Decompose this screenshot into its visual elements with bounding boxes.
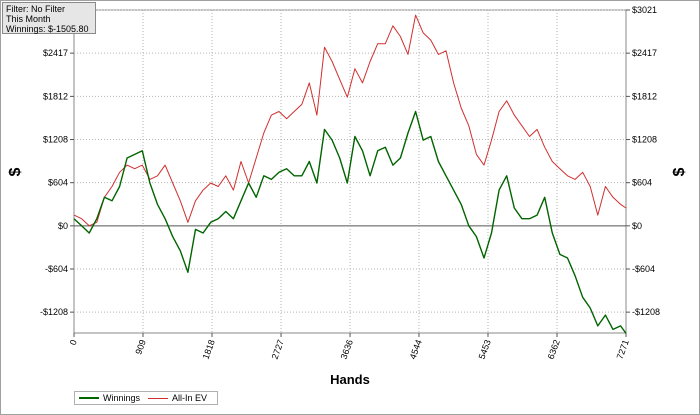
y-tick-label-right: $0 [632, 221, 642, 231]
filter-info-box: Filter: No Filter This Month Winnings: $… [2, 2, 96, 34]
y-tick-label-right: $604 [632, 178, 652, 188]
x-tick-label: 3636 [339, 338, 355, 360]
legend-item-winnings: Winnings [79, 393, 140, 403]
x-tick-label: 909 [133, 338, 148, 356]
chart-legend: Winnings All-In EV [74, 391, 218, 405]
x-tick-label: 7271 [615, 338, 631, 360]
y-tick-label-left: -$1208 [40, 307, 68, 317]
x-tick-label: 6362 [546, 338, 562, 360]
x-tick-label: 0 [68, 338, 79, 346]
y-tick-label-right: -$1208 [632, 307, 660, 317]
y-tick-label-left: $2417 [43, 48, 68, 58]
legend-label-all-in-ev: All-In EV [172, 393, 208, 403]
x-tick-label: 1818 [201, 338, 217, 360]
x-axis-title: Hands [330, 372, 370, 387]
y-tick-label-right: -$604 [632, 264, 655, 274]
y-tick-label-left: $604 [48, 178, 68, 188]
y-axis-title-left: $ [7, 167, 24, 176]
legend-item-all-in-ev: All-In EV [148, 393, 207, 403]
y-tick-label-left: $1812 [43, 91, 68, 101]
y-tick-label-right: $1208 [632, 135, 657, 145]
y-tick-label-left: $1208 [43, 135, 68, 145]
y-tick-label-right: $3021 [632, 5, 657, 15]
series-line-all-in-ev [73, 14, 627, 227]
plot-area [73, 9, 627, 334]
y-tick-label-right: $2417 [632, 48, 657, 58]
y-tick-label-left: -$604 [45, 264, 68, 274]
legend-swatch-winnings [79, 397, 99, 399]
winnings-label: Winnings: $-1505.80 [6, 24, 89, 34]
y-axis-title-right: $ [671, 167, 688, 176]
legend-swatch-all-in-ev [148, 397, 168, 399]
period-label: This Month [6, 14, 51, 24]
legend-label-winnings: Winnings [103, 393, 141, 403]
x-tick-label: 4544 [408, 338, 424, 360]
x-tick-label: 2727 [270, 338, 286, 360]
y-tick-label-left: $0 [58, 221, 68, 231]
x-tick-label: 5453 [477, 338, 493, 360]
series-line-winnings [73, 110, 627, 334]
y-tick-label-right: $1812 [632, 91, 657, 101]
filter-label: Filter: No Filter [6, 4, 66, 14]
